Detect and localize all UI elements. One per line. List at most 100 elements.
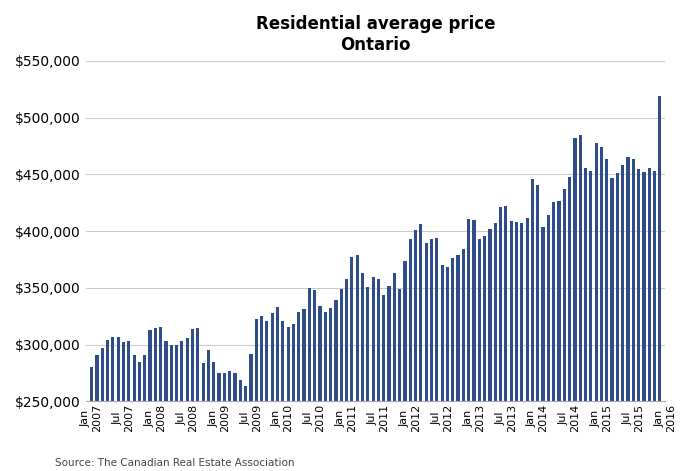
Bar xyxy=(414,230,417,471)
Bar xyxy=(303,309,305,471)
Bar xyxy=(170,345,173,471)
Bar xyxy=(281,321,285,471)
Bar xyxy=(260,317,263,471)
Bar xyxy=(90,367,93,471)
Bar xyxy=(106,340,109,471)
Bar xyxy=(493,223,497,471)
Bar xyxy=(404,260,406,471)
Bar xyxy=(462,249,465,471)
Bar xyxy=(377,279,380,471)
Bar xyxy=(297,312,301,471)
Bar xyxy=(430,239,433,471)
Bar xyxy=(292,324,295,471)
Bar xyxy=(424,243,428,471)
Bar xyxy=(558,201,560,471)
Bar xyxy=(477,239,481,471)
Bar xyxy=(568,177,571,471)
Bar xyxy=(632,159,635,471)
Bar xyxy=(244,386,247,471)
Bar xyxy=(483,236,486,471)
Bar xyxy=(175,345,178,471)
Bar xyxy=(621,165,624,471)
Bar xyxy=(457,255,460,471)
Bar xyxy=(212,362,216,471)
Bar xyxy=(441,265,444,471)
Bar xyxy=(547,215,550,471)
Bar xyxy=(323,312,327,471)
Bar xyxy=(653,171,656,471)
Bar xyxy=(627,157,630,471)
Bar xyxy=(196,328,200,471)
Bar xyxy=(191,329,194,471)
Bar xyxy=(574,138,576,471)
Bar xyxy=(255,318,258,471)
Bar xyxy=(143,355,146,471)
Bar xyxy=(600,147,603,471)
Bar xyxy=(101,348,104,471)
Bar xyxy=(202,363,205,471)
Bar xyxy=(122,342,125,471)
Bar xyxy=(408,239,412,471)
Bar xyxy=(520,223,523,471)
Bar xyxy=(127,341,131,471)
Bar xyxy=(207,350,210,471)
Bar xyxy=(584,168,587,471)
Bar xyxy=(223,373,226,471)
Bar xyxy=(616,173,619,471)
Bar xyxy=(647,168,651,471)
Bar xyxy=(531,179,534,471)
Bar xyxy=(536,185,540,471)
Bar xyxy=(446,268,449,471)
Bar xyxy=(340,289,343,471)
Bar xyxy=(319,306,321,471)
Bar xyxy=(372,276,375,471)
Bar xyxy=(435,238,438,471)
Bar xyxy=(419,224,422,471)
Bar xyxy=(526,218,529,471)
Bar xyxy=(345,279,348,471)
Bar xyxy=(149,330,151,471)
Bar xyxy=(117,337,120,471)
Bar xyxy=(637,169,641,471)
Bar xyxy=(643,172,645,471)
Bar xyxy=(164,341,167,471)
Text: Source: The Canadian Real Estate Association: Source: The Canadian Real Estate Associa… xyxy=(55,458,295,468)
Bar xyxy=(265,321,269,471)
Bar xyxy=(398,289,401,471)
Bar xyxy=(180,341,184,471)
Bar xyxy=(509,221,513,471)
Bar xyxy=(552,202,556,471)
Bar xyxy=(451,259,455,471)
Bar xyxy=(594,143,598,471)
Bar xyxy=(388,285,390,471)
Bar xyxy=(329,309,332,471)
Bar xyxy=(361,273,364,471)
Bar xyxy=(313,290,316,471)
Bar xyxy=(350,257,354,471)
Bar xyxy=(515,222,518,471)
Bar xyxy=(186,338,189,471)
Bar xyxy=(154,328,157,471)
Bar xyxy=(133,355,135,471)
Bar xyxy=(659,96,661,471)
Bar xyxy=(366,287,370,471)
Bar xyxy=(307,288,311,471)
Bar xyxy=(238,380,242,471)
Bar xyxy=(234,373,236,471)
Bar xyxy=(111,337,115,471)
Bar xyxy=(504,206,507,471)
Bar xyxy=(499,207,502,471)
Bar xyxy=(473,220,475,471)
Bar xyxy=(334,300,337,471)
Bar xyxy=(542,227,545,471)
Title: Residential average price
Ontario: Residential average price Ontario xyxy=(256,15,495,54)
Bar xyxy=(467,219,471,471)
Bar xyxy=(489,229,491,471)
Bar xyxy=(356,255,359,471)
Bar xyxy=(287,326,290,471)
Bar xyxy=(578,135,582,471)
Bar xyxy=(138,362,141,471)
Bar xyxy=(271,313,274,471)
Bar xyxy=(159,326,162,471)
Bar xyxy=(95,355,99,471)
